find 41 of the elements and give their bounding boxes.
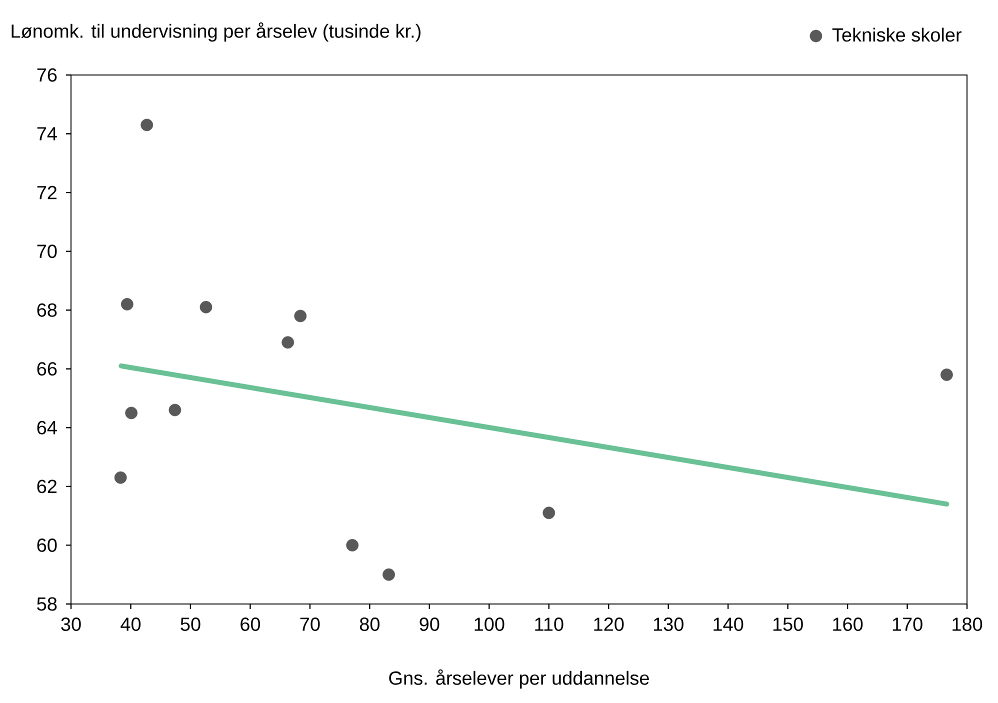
point bbox=[346, 539, 359, 552]
point bbox=[294, 310, 307, 322]
x-tick-label: 110 bbox=[535, 618, 564, 631]
x-tick-label: 60 bbox=[240, 618, 260, 631]
point bbox=[168, 404, 182, 416]
y-tick-label: 74 bbox=[37, 127, 57, 140]
y-tick-label: 76 bbox=[37, 68, 57, 82]
y-tick-label: 72 bbox=[37, 186, 57, 200]
point bbox=[382, 568, 395, 581]
y-axis-title: Lønomk. til undervisning per årselev (tusinde kr.) bbox=[12, 22, 420, 42]
x-tick-label: 70 bbox=[300, 618, 320, 631]
point bbox=[282, 336, 294, 349]
x-tick-label: 170 bbox=[892, 618, 922, 631]
x-tick-label: 100 bbox=[474, 618, 504, 631]
x-tick-label: 150 bbox=[773, 618, 803, 631]
x-axis-title: Gns. årselever per uddannelse bbox=[389, 669, 649, 689]
y-tick-label: 70 bbox=[37, 244, 57, 258]
point bbox=[940, 368, 953, 381]
y-tick-label: 60 bbox=[37, 538, 57, 552]
x-tick-label: 180 bbox=[952, 618, 982, 631]
y-tick-label: 58 bbox=[37, 597, 57, 611]
y-tick-label: 68 bbox=[37, 303, 57, 317]
y-tick-label: 66 bbox=[37, 362, 57, 376]
y-tick-label: 62 bbox=[37, 480, 57, 494]
x-tick-label: 140 bbox=[714, 618, 744, 631]
y-tick-label: 64 bbox=[37, 420, 57, 434]
x-tick-label: 130 bbox=[654, 618, 684, 631]
point bbox=[542, 506, 556, 520]
x-tick-label: 50 bbox=[180, 618, 200, 631]
point bbox=[200, 300, 212, 314]
x-tick-label: 40 bbox=[120, 618, 141, 631]
x-tick-label: 30 bbox=[61, 618, 81, 631]
x-tick-label: 80 bbox=[360, 618, 380, 631]
point bbox=[114, 471, 127, 484]
x-tick-label: 120 bbox=[594, 618, 624, 631]
point bbox=[125, 406, 138, 420]
point bbox=[140, 118, 154, 132]
x-tick-label: 90 bbox=[420, 618, 440, 631]
point bbox=[120, 298, 134, 310]
x-tick-label: 160 bbox=[833, 618, 863, 631]
legend-label: Tekniske skoler bbox=[832, 28, 962, 42]
